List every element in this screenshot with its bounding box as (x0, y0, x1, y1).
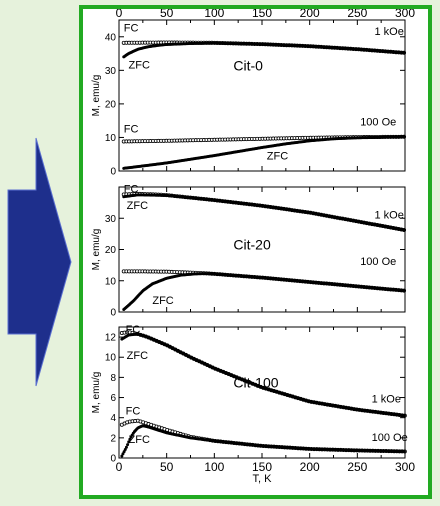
x-tick-label-top: 300 (395, 9, 415, 20)
x-tick-label: 300 (395, 460, 415, 474)
zfc-series (122, 135, 406, 170)
y-tick-label: 20 (105, 245, 117, 256)
y-tick-label: 10 (105, 276, 117, 287)
y-tick-label: 12 (105, 333, 117, 344)
curve-label: ZFC (129, 60, 150, 72)
arrow-shape (7, 137, 72, 387)
curve-label: FC (126, 406, 141, 418)
right-arrow (7, 137, 72, 387)
zfc-point (402, 449, 406, 453)
zfc-point (402, 414, 406, 418)
curve-label: 100 Oe (360, 117, 396, 129)
curve-label: FC (124, 184, 139, 196)
y-tick-label: 10 (105, 133, 117, 144)
y-tick-label: 0 (110, 308, 116, 319)
x-tick-label: 150 (252, 460, 272, 474)
fc-series (121, 269, 407, 293)
y-tick-label: 0 (110, 167, 116, 178)
fc-series (121, 191, 407, 232)
curve-label: 1 kOe (374, 26, 403, 38)
curve-label: 100 Oe (360, 256, 396, 268)
zfc-point (402, 289, 406, 293)
panel-title: Cit-0 (233, 57, 263, 73)
y-axis-label: M, emu/g (91, 372, 102, 414)
x-tick-label: 200 (300, 460, 320, 474)
curve-label: FC (124, 123, 139, 135)
x-tick-label: 100 (204, 460, 224, 474)
zfc-point (402, 228, 406, 232)
x-tick-label-top: 250 (347, 9, 367, 20)
panel-title: Cit-20 (233, 237, 271, 253)
zfc-point (402, 51, 406, 55)
y-tick-label: 40 (105, 32, 117, 43)
x-tick-label: 0 (116, 460, 123, 474)
curve-label: ZFC (127, 350, 148, 362)
x-tick-label-top: 50 (160, 9, 174, 20)
y-tick-label: 8 (110, 373, 116, 384)
x-tick-label-top: 100 (204, 9, 224, 20)
curve-label: ZFC (152, 295, 173, 307)
panel-1 (118, 19, 407, 172)
curve-label: ZFC (267, 150, 288, 162)
y-tick-label: 30 (105, 66, 117, 77)
x-tick-label-top: 0 (116, 9, 123, 20)
curve-label: ZFC (129, 434, 150, 446)
x-tick-label-top: 150 (252, 9, 272, 20)
y-tick-label: 2 (110, 433, 116, 444)
zfc-series (122, 193, 406, 232)
x-axis-label: T, K (253, 473, 273, 485)
curve-label: 1 kOe (372, 394, 401, 406)
x-tick-label-top: 200 (300, 9, 320, 20)
y-tick-label: 30 (105, 214, 117, 225)
zfc-point (124, 445, 128, 449)
x-tick-label: 250 (347, 460, 367, 474)
curve-label: 1 kOe (374, 209, 403, 221)
y-axis-label: M, emu/g (91, 75, 102, 117)
y-tick-label: 6 (110, 393, 116, 404)
zfc-point (128, 437, 132, 441)
y-tick-label: 20 (105, 99, 117, 110)
x-tick-label: 50 (160, 460, 174, 474)
curve-label: FC (126, 324, 141, 336)
fc-series (119, 418, 407, 454)
zfc-point (126, 443, 130, 447)
y-axis-label: M, emu/g (91, 229, 102, 271)
panel-2 (118, 186, 407, 313)
curve-label: FC (124, 23, 139, 35)
y-tick-label: 10 (105, 353, 117, 364)
zfc-series (122, 272, 406, 311)
zfc-series (120, 332, 406, 418)
zfc-point (402, 135, 406, 139)
zfc-point (127, 440, 131, 444)
zfc-series (120, 424, 406, 458)
panel-title: Cit-100 (233, 374, 278, 390)
figure-frame: 0 10 20 30 40 0 50 100 150 200 250 300 M, emu/g Cit-0… (79, 5, 432, 499)
y-tick-label: 0 (110, 454, 116, 465)
plot-area (118, 326, 406, 459)
curve-label: ZFC (127, 200, 148, 212)
panel-3 (118, 326, 407, 459)
zfc-series (122, 41, 406, 59)
y-tick-label: 4 (110, 413, 116, 424)
curve-label: 100 Oe (372, 432, 408, 444)
